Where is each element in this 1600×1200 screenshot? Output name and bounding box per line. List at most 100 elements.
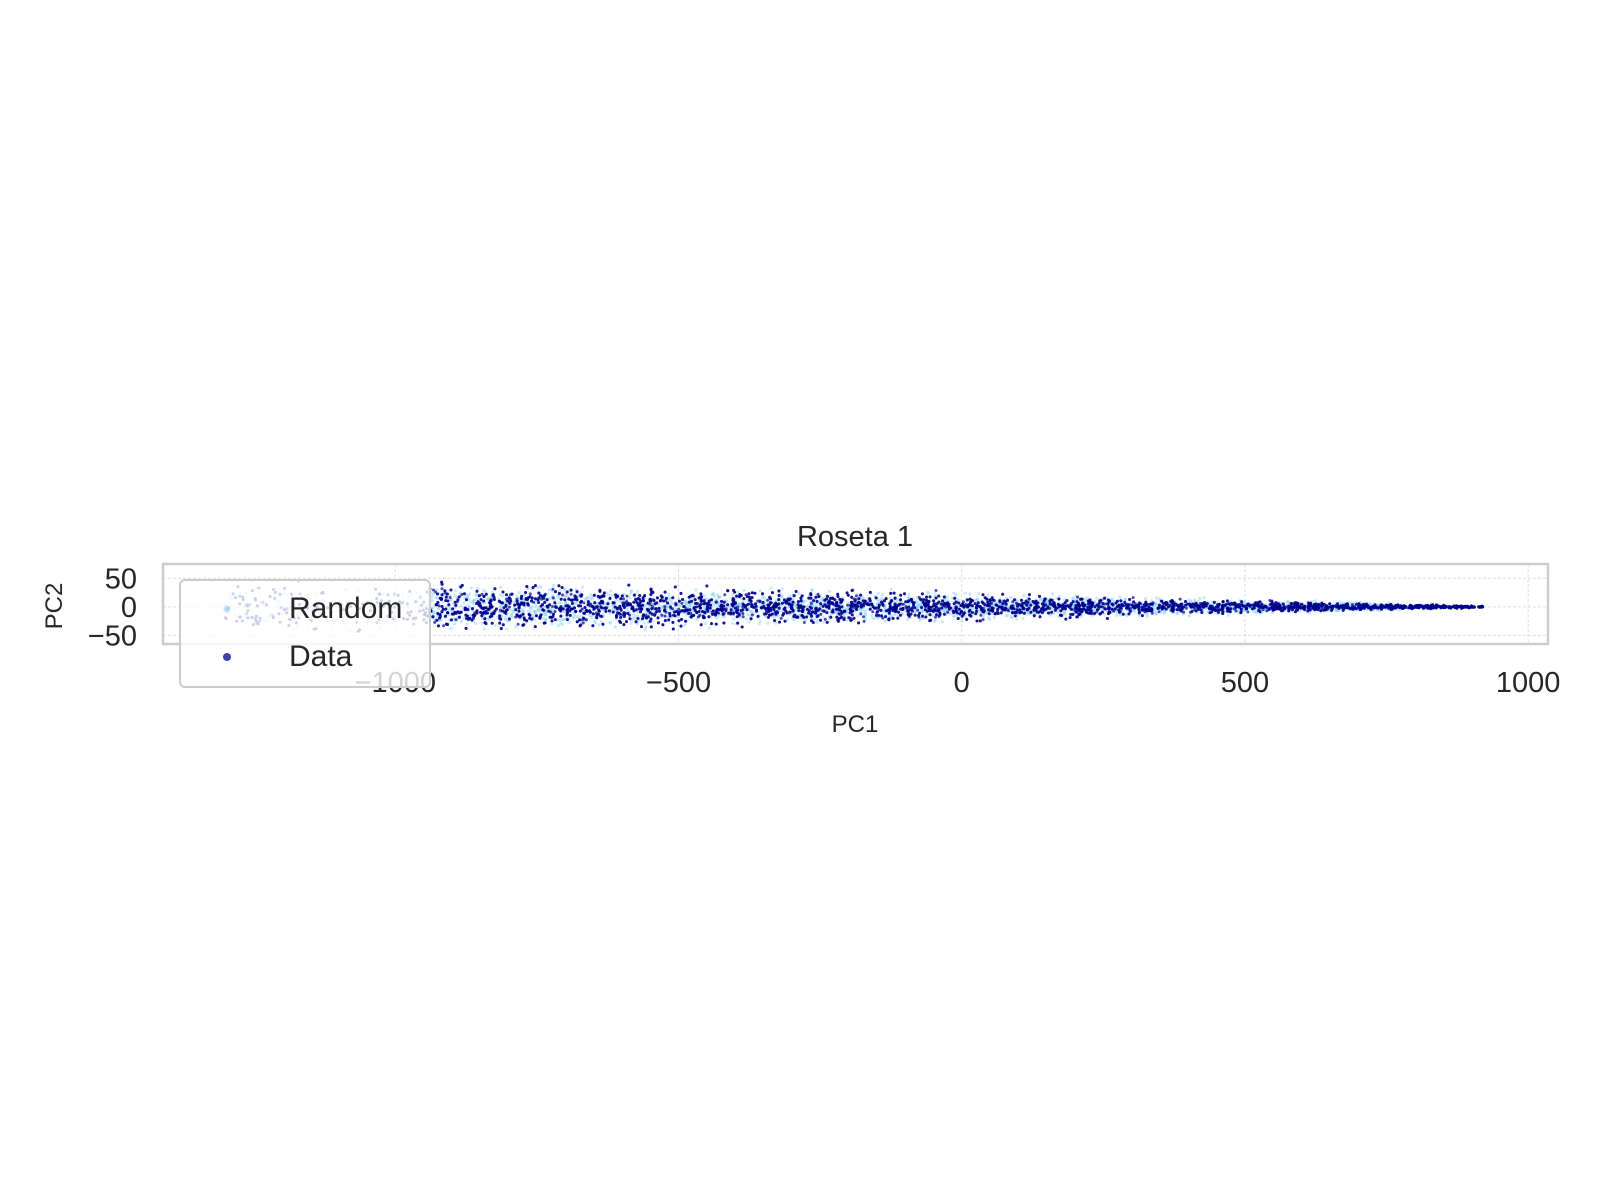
point-random — [1071, 597, 1075, 601]
point-random — [534, 602, 538, 606]
point-data — [677, 607, 681, 611]
point-random — [861, 595, 865, 600]
point-random — [919, 603, 923, 607]
point-random — [449, 627, 453, 631]
point-random — [907, 592, 911, 597]
point-random — [905, 617, 910, 621]
point-random — [629, 592, 633, 596]
point-random — [471, 601, 475, 605]
point-random — [810, 588, 814, 592]
point-random — [678, 604, 683, 608]
point-random — [1153, 608, 1158, 612]
point-random — [883, 619, 887, 624]
point-random — [550, 622, 554, 626]
point-random — [434, 595, 438, 600]
point-data — [440, 587, 444, 591]
point-random — [667, 592, 671, 597]
point-random — [694, 588, 698, 592]
point-random — [952, 591, 956, 595]
point-data — [741, 615, 745, 619]
point-data — [854, 594, 858, 598]
point-random — [1348, 601, 1352, 605]
point-data — [862, 615, 865, 619]
point-random — [493, 624, 498, 628]
point-random — [450, 609, 454, 613]
point-random — [487, 617, 491, 622]
point-random — [779, 604, 784, 608]
point-random — [822, 620, 826, 624]
point-random — [1123, 598, 1128, 602]
point-data — [581, 621, 585, 625]
point-random — [769, 586, 773, 590]
point-random — [987, 616, 991, 620]
point-random — [541, 616, 546, 621]
point-random — [590, 595, 594, 599]
point-random — [1286, 601, 1290, 605]
point-random — [1196, 599, 1201, 603]
point-random — [758, 589, 762, 593]
point-data — [660, 613, 664, 617]
scatter-points — [223, 579, 1485, 633]
point-random — [1313, 599, 1317, 603]
point-random — [845, 618, 849, 623]
point-random — [544, 618, 548, 622]
point-random — [517, 591, 521, 595]
point-data — [1178, 597, 1182, 601]
point-random — [536, 608, 540, 613]
point-random — [745, 613, 750, 617]
point-random — [986, 593, 990, 597]
point-random — [974, 598, 978, 603]
point-random — [742, 588, 746, 593]
point-random — [573, 602, 577, 606]
point-data — [802, 621, 806, 624]
point-random — [482, 627, 486, 631]
point-random — [667, 598, 672, 602]
point-random — [918, 618, 922, 622]
point-random — [469, 586, 474, 590]
point-data — [766, 598, 770, 602]
point-data — [934, 589, 938, 592]
point-random — [711, 591, 715, 595]
point-random — [499, 585, 503, 589]
point-random — [1040, 597, 1044, 601]
point-random — [500, 615, 504, 619]
point-data — [846, 603, 850, 607]
point-random — [486, 597, 490, 601]
point-random — [632, 613, 636, 618]
point-random — [643, 621, 647, 625]
point-random — [669, 599, 673, 603]
point-random — [558, 589, 562, 593]
point-random — [717, 595, 721, 599]
point-random — [547, 588, 551, 592]
point-random — [459, 619, 464, 624]
point-random — [1083, 599, 1087, 603]
point-random — [609, 589, 613, 593]
point-random — [791, 598, 795, 602]
point-random — [1334, 607, 1338, 612]
point-random — [777, 614, 781, 618]
point-random — [814, 603, 818, 607]
point-random — [1015, 617, 1019, 621]
point-data — [1184, 606, 1188, 610]
point-data — [663, 614, 667, 618]
point-random — [1058, 594, 1062, 598]
point-random — [817, 599, 822, 603]
point-random — [871, 617, 875, 621]
point-random — [1242, 608, 1246, 613]
point-random — [430, 606, 434, 610]
point-random — [625, 607, 630, 611]
point-random — [719, 612, 723, 617]
point-random — [952, 614, 956, 619]
point-random — [1175, 611, 1179, 616]
point-random — [532, 610, 536, 614]
point-random — [514, 625, 518, 629]
point-random — [791, 612, 795, 616]
point-random — [474, 592, 479, 597]
point-random — [660, 605, 664, 609]
point-random — [1102, 612, 1107, 616]
point-data — [663, 605, 667, 609]
point-random — [708, 626, 712, 630]
point-random — [960, 619, 964, 623]
point-random — [864, 615, 868, 619]
point-random — [933, 619, 937, 623]
